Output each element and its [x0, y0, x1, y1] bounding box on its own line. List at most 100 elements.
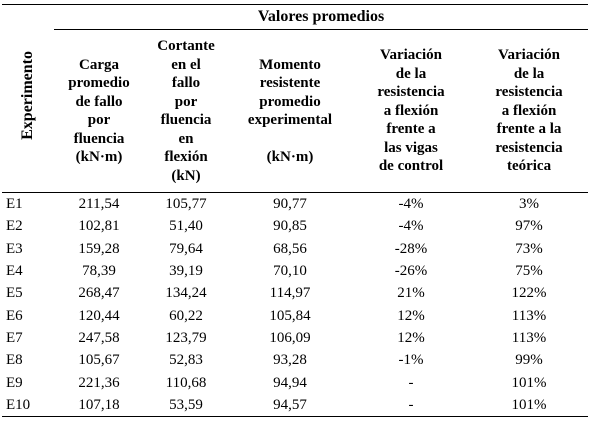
column-header-line: por — [87, 112, 111, 128]
table-row: E4 78,39 39,19 70,10 -26% 75% — [2, 260, 588, 282]
experiment-cell: E3 — [6, 240, 23, 257]
table-row: E7 247,58 123,79 106,09 12% 113% — [2, 327, 588, 349]
variation-theoretical-cell: 3% — [519, 196, 540, 213]
load-cell: 78,39 — [82, 263, 116, 280]
variation-theoretical-cell: 97% — [515, 218, 543, 235]
column-header-line: de fallo — [75, 93, 123, 110]
column-header-line: a flexión — [501, 102, 557, 119]
experiment-cell: E5 — [6, 285, 23, 302]
variation-theoretical-cell: 99% — [515, 352, 543, 369]
column-header-line: fallo — [171, 75, 201, 91]
column-header-shear: Cortante en el fallo por fluencia en flexión (k… — [144, 29, 228, 193]
column-header-line: (kN·m) — [75, 149, 123, 165]
column-header-line: flexión — [164, 149, 208, 165]
experiment-header: Experimento — [2, 4, 54, 193]
moment-cell: 94,94 — [273, 374, 307, 391]
column-header-variation-control: Variación de la resistencia a flexión frente… — [352, 29, 470, 193]
load-cell: 247,58 — [78, 329, 120, 346]
column-header-line: Variación — [498, 47, 560, 64]
column-header-moment: Momento resistente promedio experimental (k… — [228, 29, 352, 193]
shear-cell: 52,83 — [169, 352, 203, 369]
variation-control-cell: 21% — [397, 285, 425, 302]
table-row: E10 107,18 53,59 94,57-101% — [2, 393, 589, 417]
column-header-line: promedio — [68, 75, 130, 91]
column-header-line: frente a — [386, 121, 436, 138]
load-cell: 159,28 — [78, 240, 120, 257]
column-header-line: en el — [171, 56, 201, 73]
load-cell: 107,18 — [54, 393, 144, 417]
column-header-line: resistente — [259, 75, 321, 91]
moment-cell: 68,56 — [273, 240, 307, 257]
variation-control-cell: 12% — [397, 329, 425, 346]
variation-control-cell: 12% — [397, 307, 425, 324]
column-header-line: resistencia — [495, 139, 563, 156]
column-header-variation-theoretical: Variación de la resistencia a flexión frente… — [470, 29, 589, 193]
moment-cell: 90,77 — [273, 196, 307, 213]
table-row: E3 159,28 79,64 68,56 -28% 73% — [2, 238, 588, 260]
variation-theoretical-cell: 113% — [511, 307, 547, 324]
column-header-line: (kN) — [171, 167, 201, 184]
load-cell: 221,36 — [78, 374, 120, 391]
load-cell: 102,81 — [78, 218, 120, 235]
variation-control-cell: - — [352, 393, 470, 417]
column-header-line: de control — [378, 158, 444, 175]
column-header-line — [288, 131, 292, 147]
moment-cell: 70,10 — [273, 263, 307, 280]
moment-cell: 94,57 — [228, 393, 352, 417]
experiment-cell: E1 — [6, 196, 23, 213]
column-header-line: experimental — [247, 112, 333, 128]
moment-cell: 93,28 — [273, 352, 307, 369]
column-header-line: resistencia — [377, 84, 445, 101]
moment-cell: 114,97 — [269, 285, 311, 302]
column-header-row: Carga promedio de fallo por fluencia (kN·m) C… — [2, 29, 589, 193]
load-cell: 120,44 — [78, 307, 120, 324]
variation-theoretical-cell: 122% — [511, 285, 547, 302]
variation-control-cell: -4% — [398, 218, 424, 235]
variation-theoretical-cell: 101% — [511, 374, 547, 391]
table-body: E1 211,54 105,77 90,77 -4% 3% E2 102,81 51,40 90,… — [2, 193, 589, 417]
shear-cell: 53,59 — [144, 393, 228, 417]
column-header-line: resistencia — [495, 84, 563, 101]
variation-theoretical-cell: 75% — [515, 263, 543, 280]
variation-theoretical-cell: 73% — [515, 240, 543, 257]
moment-cell: 105,84 — [269, 307, 311, 324]
moment-cell: 90,85 — [273, 218, 307, 235]
load-cell: 211,54 — [78, 196, 120, 213]
table-row: E8 105,67 52,83 93,28 -1% 99% — [2, 349, 588, 371]
load-cell: 268,47 — [78, 285, 120, 302]
group-header: Valores promedios — [54, 4, 589, 30]
variation-control-cell: -4% — [398, 196, 424, 213]
shear-cell: 39,19 — [169, 263, 203, 280]
column-header-line: de la — [395, 65, 427, 82]
experiment-cell: E7 — [6, 329, 23, 346]
experiment-cell: E4 — [6, 263, 23, 280]
column-header-line: Cortante — [157, 38, 215, 54]
variation-control-cell: -28% — [394, 240, 428, 257]
load-cell: 105,67 — [78, 352, 120, 369]
table-row: E2 102,81 51,40 90,85 -4% 97% — [2, 215, 588, 237]
variation-control-cell: - — [408, 374, 414, 391]
results-table: Experimento Valores promedios Carga prome… — [2, 4, 589, 417]
experiment-cell: E10 — [2, 393, 54, 417]
shear-cell: 60,22 — [169, 307, 203, 324]
column-header-load: Carga promedio de fallo por fluencia (kN·m) — [54, 29, 144, 193]
shear-cell: 79,64 — [169, 240, 203, 257]
table-row: E9 221,36 110,68 94,94 - 101% — [2, 371, 588, 393]
table-row: E1 211,54 105,77 90,77 -4% 3% — [2, 193, 588, 216]
variation-theoretical-cell: 113% — [511, 329, 547, 346]
column-header-line: Carga — [79, 56, 119, 73]
column-header-line: promedio — [259, 93, 321, 110]
experiment-cell: E2 — [6, 218, 23, 235]
table-row: E6 120,44 60,22 105,84 12% 113% — [2, 304, 588, 326]
column-header-line: de la — [513, 65, 545, 82]
column-header-line: en — [178, 130, 194, 147]
column-header-line: teórica — [506, 158, 552, 175]
column-header-line: fluencia — [73, 130, 125, 147]
column-header-line: fluencia — [160, 112, 212, 128]
experiment-cell: E6 — [6, 307, 23, 324]
column-header-line: Variación — [380, 47, 442, 64]
experiment-cell: E8 — [6, 352, 23, 369]
moment-cell: 106,09 — [269, 329, 311, 346]
column-header-line: (kN·m) — [266, 149, 314, 165]
